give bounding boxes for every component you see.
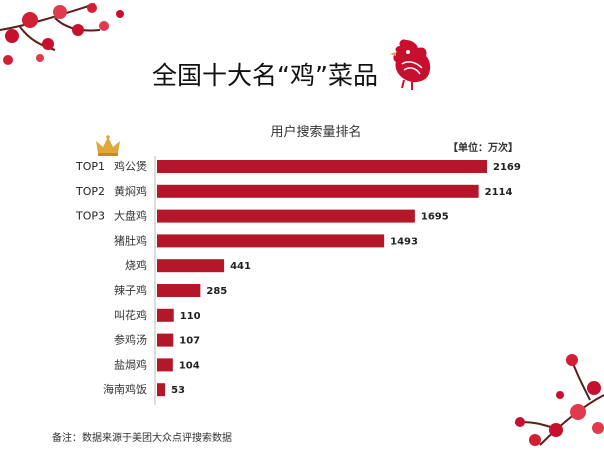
bar-group: 2169 鸡公煲 TOP1 2114 黄焖鸡 TOP2 1695 大盘鸡 TOP3 1493 猪肚鸡… (75, 159, 521, 397)
bar-9 (157, 358, 173, 372)
rank-label: TOP2 (75, 185, 105, 198)
bar-6 (157, 284, 201, 297)
value-label: 107 (179, 336, 200, 347)
value-label: 441 (230, 261, 251, 272)
value-label: 53 (171, 385, 185, 396)
value-label: 110 (180, 311, 201, 322)
crown-icon (96, 135, 120, 156)
category-label: 黄焖鸡 (114, 184, 147, 198)
page-title: 全国十大名“鸡”菜品 (152, 61, 378, 90)
chart-title: 用户搜索量排名 (270, 124, 361, 140)
bar-4 (157, 234, 385, 248)
value-label: 1695 (421, 212, 449, 223)
value-label: 1493 (390, 236, 418, 247)
bar-2 (157, 184, 479, 198)
bar-3 (157, 209, 415, 223)
unit-label: 【单位：万次】 (448, 141, 518, 154)
value-label: 104 (179, 360, 200, 371)
category-label: 烧鸡 (125, 258, 147, 272)
bar-10 (157, 383, 166, 397)
category-label: 猪肚鸡 (114, 233, 147, 247)
category-label: 辣子鸡 (114, 283, 147, 297)
value-label: 285 (206, 286, 227, 297)
bar-5 (157, 259, 225, 273)
plum-blossom-icon (514, 354, 604, 446)
category-label: 大盘鸡 (114, 209, 147, 223)
source-note: 备注：数据来源于美团大众点评搜索数据 (52, 431, 232, 444)
category-label: 鸡公煲 (114, 159, 147, 173)
category-label: 叫花鸡 (114, 308, 147, 322)
bar-8 (157, 333, 174, 347)
rooster-papercut-icon (390, 39, 431, 90)
rank-label: TOP3 (75, 210, 105, 223)
category-label: 海南鸡饭 (103, 382, 147, 396)
category-label: 参鸡汤 (114, 333, 147, 347)
rank-label: TOP1 (75, 160, 105, 173)
plum-blossom-icon (0, 3, 124, 65)
bar-7 (157, 308, 174, 322)
bar-1 (157, 160, 487, 173)
value-label: 2169 (493, 162, 521, 173)
value-label: 2114 (485, 187, 513, 198)
category-label: 盐焗鸡 (114, 357, 147, 371)
